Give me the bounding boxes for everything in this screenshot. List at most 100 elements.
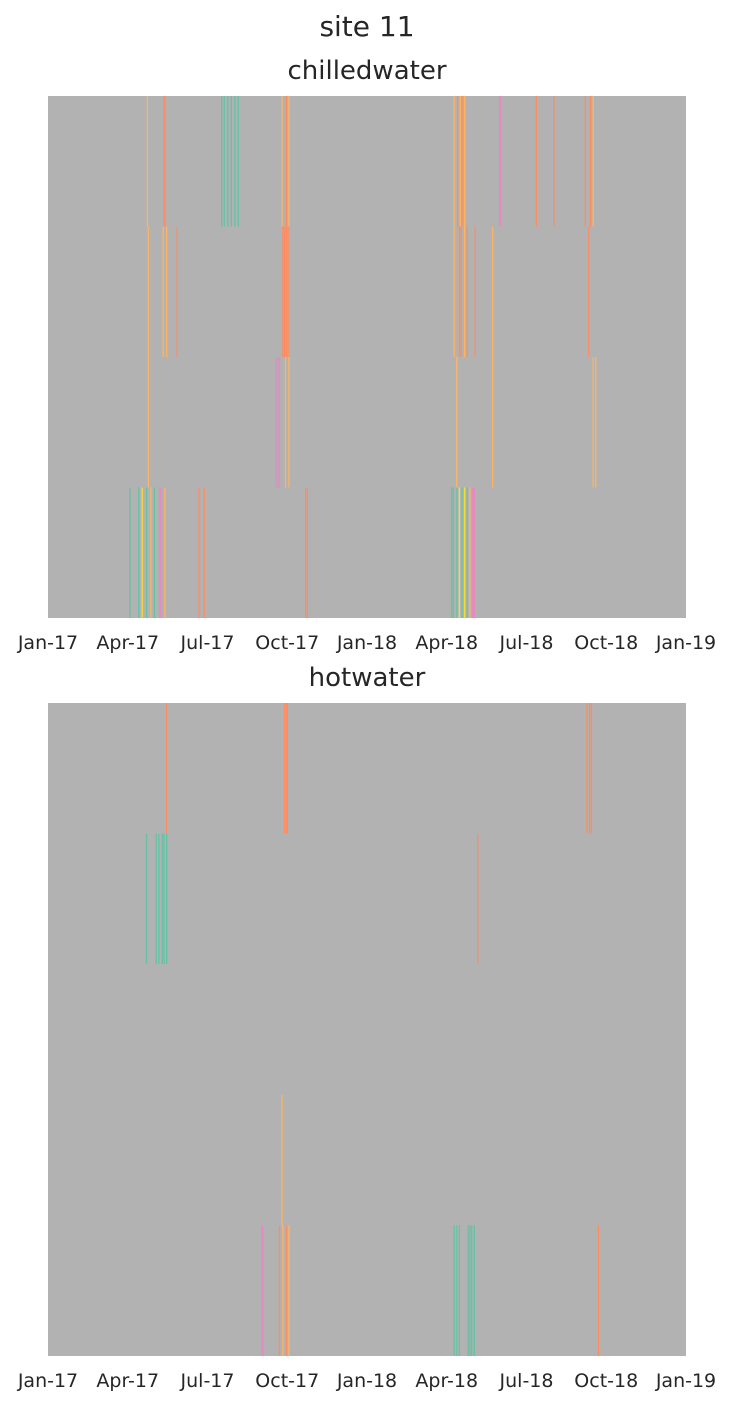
heatmap-cell [283,703,286,834]
heatmap-cell [141,487,143,618]
heatmap-cell [306,487,308,618]
heatmap-cell [150,487,152,618]
heatmap-cell [262,1225,264,1356]
heatmap-cell [491,226,494,357]
heatmap-cell [464,487,466,618]
heatmap-cell [469,487,471,618]
heatmap-cell [163,833,165,965]
x-tick-label: Jan-17 [17,1370,78,1392]
heatmap-cell [129,487,131,618]
heatmap-cell [458,1225,461,1356]
heatmap-cell [147,357,149,488]
x-tick-label: Jan-19 [655,1370,716,1392]
heatmap-cell [472,487,475,618]
heatmap-cell [158,833,160,965]
heatmap-cell [278,1225,281,1356]
x-tick-label: Apr-18 [415,1370,478,1392]
heatmap-cell [288,1225,290,1356]
heatmap-cell [589,96,592,227]
heatmap-cell [584,96,586,227]
heatmap-cell [281,1094,283,1226]
heatmap-cell [473,487,475,618]
x-tick-label: Apr-18 [415,632,478,654]
x-tick-label: Jan-17 [17,632,78,654]
heatmap-cell [471,1225,473,1356]
heatmap-cell [165,703,168,834]
x-tick-label: Oct-17 [255,632,319,654]
heatmap-cell [162,226,164,357]
hotwater-title: hotwater [308,663,426,693]
heatmap-cell [464,96,466,227]
heatmap-cell [285,1225,288,1356]
heatmap-cell [159,487,162,618]
heatmap-cell [283,226,286,357]
heatmap-cell [453,1225,455,1356]
heatmap-cell [498,96,501,227]
heatmap-cell [153,487,156,618]
heatmap-cell [461,96,463,227]
heatmap-cell [464,226,466,357]
heatmap-cell [588,226,590,357]
heatmap-cell [471,487,474,618]
heatmap-cell [138,487,140,618]
chilledwater-title: chilledwater [287,56,447,86]
heatmap-cell [457,96,459,227]
heatmap-cell [491,357,494,488]
heatmap-cell [163,96,165,227]
heatmap-cell [597,1225,600,1356]
heatmap-cell [176,226,178,357]
figure-title: site 11 [319,10,415,43]
heatmap-cell [155,833,157,965]
heatmap-cell [147,226,149,357]
heatmap-cell [469,1225,471,1356]
heatmap-cell [275,357,277,488]
heatmap-cell [203,487,205,618]
heatmap-cell [458,226,461,357]
heatmap-cell [161,833,163,965]
heatmap-cell [286,703,288,834]
heatmap-cell [456,1225,458,1356]
heatmap-cell [234,96,236,227]
heatmap-cell [230,96,232,227]
heatmap-cell [592,96,594,227]
x-tick-label: Jul-17 [180,632,235,654]
hotwater-heatmap: Jan-17 Apr-17 Jul-17 Oct-17 Jan-18 Apr-18 Jul-… [17,703,716,1392]
heatmap-cell [284,357,287,488]
heatmap-cell [595,357,597,488]
heatmap-cell [261,1225,263,1356]
heatmap-cell [592,357,594,488]
heatmap-cell [590,703,593,834]
heatmap-cell [282,1225,284,1356]
heatmap-cell [466,487,468,618]
heatmap-cell [287,226,289,357]
heatmap-cell [285,226,288,357]
heatmap-cell [461,487,463,618]
heatmap-cell [553,96,555,227]
heatmap-cell [458,487,461,618]
x-tick-label: Jul-18 [499,1370,554,1392]
x-tick-label: Jan-18 [336,632,397,654]
heatmap-cell [474,226,476,357]
heatmap-cell [477,833,479,965]
chilledwater-heatmap: Jan-17 Apr-17 Jul-17 Oct-17 Jan-18 Apr-18 Jul-… [17,96,716,654]
heatmap-background [48,703,686,1356]
heatmap-cell [278,357,281,488]
heatmap-cell [221,96,223,227]
heatmap-cell [276,357,279,488]
x-tick-label: Apr-17 [96,632,159,654]
heatmap-cell [165,833,168,965]
heatmap-cell [456,357,458,488]
x-tick-label: Jan-18 [336,1370,397,1392]
heatmap-cell [158,487,161,618]
heatmap-cell [198,487,200,618]
x-tick-label: Jul-17 [180,1370,235,1392]
x-tick-label: Jan-19 [655,632,716,654]
heatmap-cell [473,1225,475,1356]
heatmap-cell [237,96,239,227]
x-tick-label: Oct-17 [255,1370,319,1392]
heatmap-cell [467,1225,469,1356]
heatmap-cell [281,96,283,227]
heatmap-cell [285,703,288,834]
heatmap-cell [588,703,591,834]
heatmap-cell [164,96,166,227]
